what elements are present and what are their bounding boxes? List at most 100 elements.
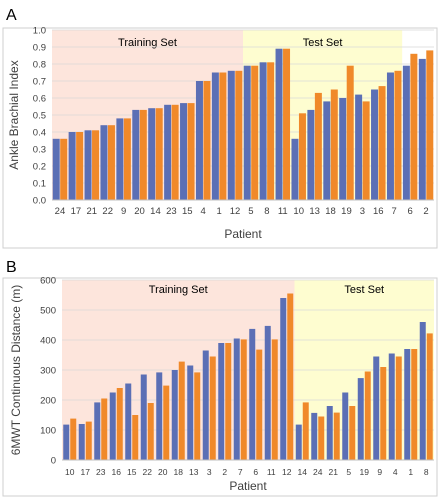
bar-series-1: [211, 72, 219, 200]
bar-series-1: [109, 392, 116, 460]
bar-series-1: [148, 108, 156, 200]
bar-series-1: [227, 70, 235, 200]
bar-series-1: [218, 343, 225, 460]
x-tick-label: 1: [408, 467, 413, 477]
bar-series-2: [92, 130, 100, 200]
bar-series-1: [373, 356, 380, 460]
bar-series-1: [195, 81, 203, 200]
test-set-title: Test Set: [303, 37, 343, 49]
bar-series-1: [243, 65, 251, 200]
bar-series-2: [395, 356, 402, 460]
y-tick-label: 0.4: [33, 128, 46, 139]
y-tick-label: 0.2: [33, 162, 46, 173]
bar-series-2: [298, 113, 306, 200]
x-tick-label: 22: [102, 206, 113, 217]
bar-series-2: [107, 125, 115, 200]
bar-series-1: [52, 138, 60, 200]
x-tick-label: 9: [121, 206, 126, 217]
y-tick-label: 500: [40, 306, 56, 317]
x-tick-label: 20: [134, 206, 145, 217]
bar-series-1: [264, 325, 271, 460]
panel-a-frame: [2, 27, 438, 249]
bar-series-1: [63, 424, 70, 460]
bar-series-1: [291, 138, 299, 200]
bar-series-2: [378, 86, 386, 200]
bar-series-1: [371, 89, 379, 200]
bar-series-2: [101, 398, 108, 460]
y-tick-label: 0.9: [33, 43, 46, 54]
y-tick-label: 0.8: [33, 60, 46, 71]
x-tick-label: 6: [253, 467, 258, 477]
bar-series-2: [394, 70, 402, 200]
bar-series-2: [85, 421, 92, 460]
bar-series-1: [280, 298, 287, 460]
bar-series-2: [426, 50, 434, 201]
x-tick-label: 12: [230, 206, 241, 217]
bar-series-1: [275, 48, 283, 201]
bar-series-2: [60, 138, 68, 200]
x-tick-label: 21: [329, 467, 339, 477]
bar-series-1: [116, 118, 124, 200]
bar-series-1: [323, 101, 331, 200]
x-tick-label: 5: [248, 206, 253, 217]
bar-series-1: [404, 349, 411, 460]
bar-series-1: [386, 72, 394, 200]
bar-series-2: [194, 372, 201, 460]
x-tick-label: 9: [377, 467, 382, 477]
x-tick-label: 11: [267, 467, 276, 477]
bar-series-1: [249, 328, 256, 460]
x-tick-label: 12: [282, 467, 292, 477]
x-tick-label: 2: [423, 206, 428, 217]
bar-series-2: [209, 356, 216, 460]
bar-series-2: [410, 53, 418, 200]
bar-series-1: [78, 424, 85, 460]
x-tick-label: 11: [278, 206, 288, 217]
y-tick-label: 0.1: [33, 179, 46, 190]
y-tick-label: 0.5: [33, 111, 46, 122]
x-tick-label: 1: [216, 206, 221, 217]
y-tick-label: 600: [40, 276, 56, 287]
bar-series-1: [307, 109, 315, 200]
x-tick-label: 21: [87, 206, 98, 217]
bar-series-2: [318, 416, 325, 460]
bar-series-2: [225, 343, 232, 460]
test-set-title: Test Set: [344, 284, 384, 296]
y-tick-label: 0: [51, 456, 56, 467]
bar-series-2: [283, 48, 291, 201]
bar-series-2: [256, 349, 263, 460]
bar-series-2: [426, 333, 433, 460]
x-axis-title: Patient: [229, 479, 267, 493]
panel-b-frame: [2, 277, 438, 497]
y-tick-label: 400: [40, 336, 56, 347]
bar-series-1: [233, 338, 240, 460]
y-tick-label: 100: [40, 426, 56, 437]
x-tick-label: 19: [341, 206, 352, 217]
bar-series-1: [94, 402, 101, 460]
bar-series-2: [219, 72, 227, 200]
bar-series-2: [267, 62, 275, 200]
bar-series-2: [364, 371, 371, 460]
bar-series-1: [259, 62, 267, 200]
bar-series-2: [235, 70, 243, 200]
bar-series-2: [147, 403, 154, 460]
bar-series-2: [346, 65, 354, 200]
panel-b-chart: Training Set Test Set 0 100 200 300 400 500 600 1…: [9, 276, 434, 493]
x-tick-label: 15: [127, 467, 137, 477]
y-axis-title: 6MWT Continuous Distance (m): [9, 285, 23, 456]
y-tick-label: 1.0: [33, 26, 46, 37]
bar-series-2: [132, 415, 139, 460]
x-tick-label: 18: [325, 206, 336, 217]
x-tick-label: 16: [112, 467, 122, 477]
panel-b-label: B: [6, 259, 17, 276]
bar-series-2: [333, 412, 340, 460]
bar-series-2: [362, 101, 370, 200]
y-tick-label: 0.0: [33, 196, 46, 207]
bar-series-2: [349, 406, 356, 460]
x-tick-label: 8: [264, 206, 269, 217]
training-set-title: Training Set: [149, 284, 208, 296]
x-tick-label: 7: [238, 467, 243, 477]
x-tick-label: 20: [158, 467, 168, 477]
x-tick-label: 16: [373, 206, 384, 217]
bar-series-1: [164, 104, 172, 200]
